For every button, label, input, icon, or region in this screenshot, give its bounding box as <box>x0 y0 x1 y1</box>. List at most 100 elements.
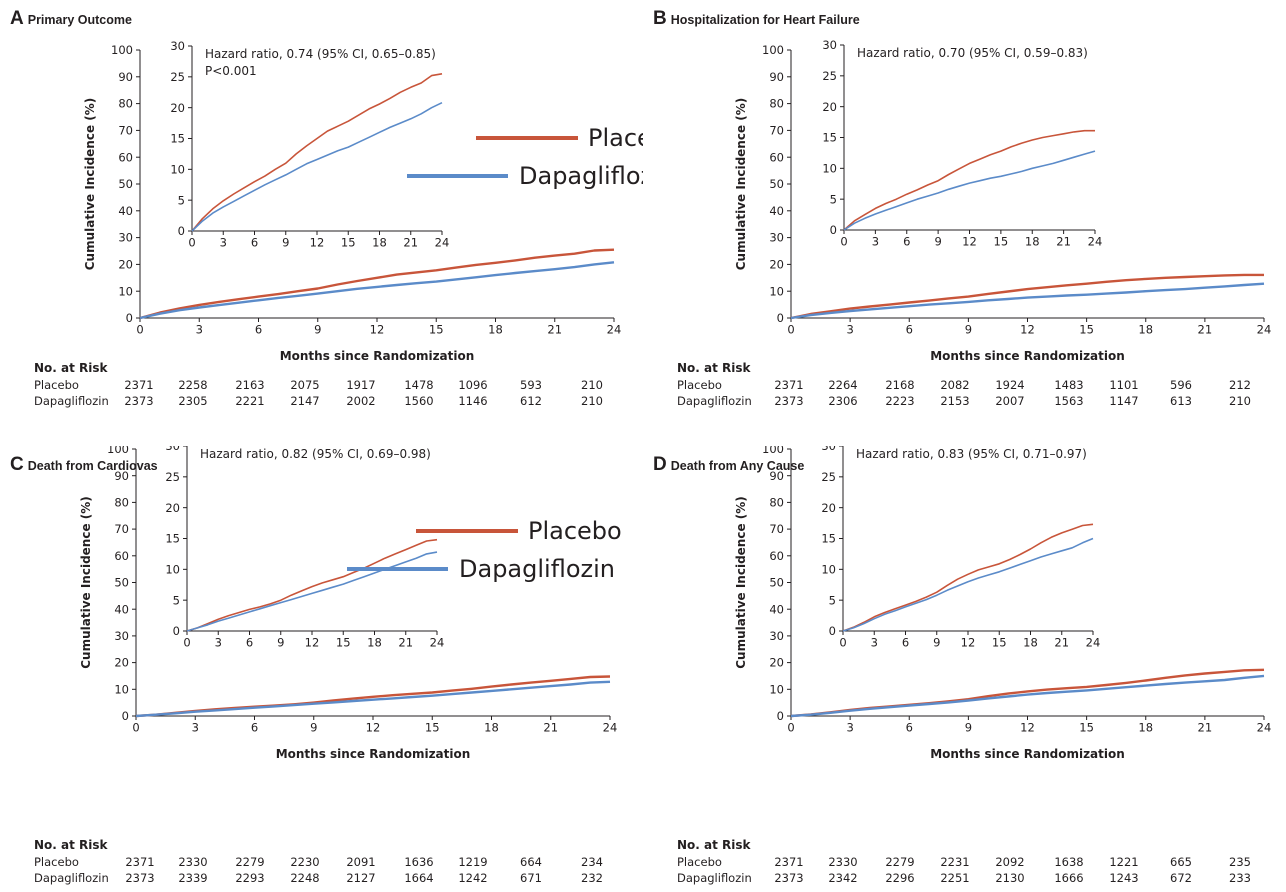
risk-title: No. at Risk <box>34 361 109 375</box>
risk-row-label: Placebo <box>34 855 79 869</box>
risk-cell: 2163 <box>235 378 264 392</box>
main-dapagliflozin-curve <box>790 674 1265 718</box>
risk-cell: 2371 <box>774 855 803 869</box>
risk-row-label: Dapagliflozin <box>677 871 752 885</box>
risk-cell: 210 <box>581 394 603 408</box>
risk-cell: 2147 <box>290 394 319 408</box>
risk-cell: 1917 <box>346 378 375 392</box>
risk-cell: 2330 <box>178 855 207 869</box>
main-x-tick-label: 0 <box>787 323 794 337</box>
main-x-tick-label: 18 <box>484 721 499 735</box>
inset-y-tick-label: 10 <box>822 161 837 175</box>
main-y-tick-label: 60 <box>118 150 133 164</box>
main-x-tick-label: 9 <box>965 721 972 735</box>
main-x-tick-label: 18 <box>1138 721 1153 735</box>
risk-cell: 2373 <box>774 394 803 408</box>
legend-label-placebo: Placebo <box>528 517 622 545</box>
inset-annotation: P<0.001 <box>205 64 257 78</box>
inset-y-tick-label: 0 <box>830 223 837 237</box>
legend-label-placebo: Placebo <box>588 124 643 152</box>
inset-placebo-curve <box>186 538 438 632</box>
main-x-tick-label: 24 <box>1257 323 1272 337</box>
risk-cell: 2075 <box>290 378 319 392</box>
risk-cell: 232 <box>581 871 603 885</box>
main-x-tick-label: 9 <box>310 721 317 735</box>
main-y-tick-label: 70 <box>114 522 129 536</box>
panel-c: C Death from Cardiovascular Causes 0 10 20 30… <box>0 446 643 892</box>
risk-cell: 1666 <box>1054 871 1083 885</box>
risk-cell: 1242 <box>458 871 487 885</box>
risk-cell: 2264 <box>828 378 857 392</box>
inset-x-tick-label: 18 <box>372 236 387 250</box>
y-axis-label: Cumulative Incidence (%) <box>83 98 97 271</box>
main-y-tick-label: 60 <box>114 549 129 563</box>
main-x-tick-label: 12 <box>1020 721 1035 735</box>
main-x-tick-label: 15 <box>429 323 444 337</box>
inset-background <box>162 42 452 255</box>
risk-cell: 2251 <box>940 871 969 885</box>
main-placebo-curve <box>139 248 615 320</box>
x-axis-label: Months since Randomization <box>930 349 1125 363</box>
risk-row-label: Dapagliflozin <box>677 394 752 408</box>
inset-y-tick-label: 10 <box>821 562 836 576</box>
inset-dapagliflozin-curve <box>843 150 1096 231</box>
inset-x-tick-label: 18 <box>1025 235 1040 249</box>
panel-heading: D Death from Any Cause <box>653 454 804 475</box>
risk-cell: 234 <box>581 855 603 869</box>
inset-x-tick-label: 21 <box>403 236 418 250</box>
panel-d: D Death from Any Cause 0 10 20 30 40 50 60 70 80 90… <box>643 446 1286 892</box>
risk-title: No. at Risk <box>677 361 752 375</box>
risk-cell: 596 <box>1170 378 1192 392</box>
risk-cell: 2230 <box>290 855 319 869</box>
main-y-tick-label: 100 <box>107 446 129 456</box>
legend-label-dapagliflozin: Dapagliflozin <box>519 162 643 190</box>
inset-y-tick-label: 5 <box>173 593 180 607</box>
risk-cell: 593 <box>520 378 542 392</box>
legend: Placebo Dapagliflozin <box>347 517 622 583</box>
main-y-tick-label: 90 <box>118 70 133 84</box>
inset-x-tick-label: 9 <box>934 235 941 249</box>
inset-x-tick-label: 3 <box>215 636 222 650</box>
panel-heading: B Hospitalization for Heart Failure <box>653 8 860 29</box>
inset-x-tick-label: 21 <box>1056 235 1071 249</box>
main-x-tick-label: 9 <box>314 323 321 337</box>
inset-x-tick-label: 12 <box>961 636 976 650</box>
inset-annotation: Hazard ratio, 0.70 (95% CI, 0.59–0.83) <box>857 46 1088 60</box>
panel-letter: D <box>653 454 667 475</box>
inset-y-tick-label: 0 <box>829 624 836 638</box>
inset-x-tick-label: 12 <box>962 235 977 249</box>
risk-cell: 2293 <box>235 871 264 885</box>
risk-cell: 2306 <box>828 394 857 408</box>
risk-cell: 672 <box>1170 871 1192 885</box>
risk-row-label: Dapagliflozin <box>34 871 109 885</box>
inset-x-tick-label: 0 <box>840 235 847 249</box>
risk-cell: 1101 <box>1109 378 1138 392</box>
main-y-tick-label: 80 <box>114 496 129 510</box>
inset-x-tick-label: 24 <box>1086 636 1101 650</box>
inset-y-tick-label: 15 <box>165 532 180 546</box>
risk-cell: 212 <box>1229 378 1251 392</box>
legend: Placebo Dapagliflozin <box>407 124 643 190</box>
main-x-tick-label: 21 <box>547 323 562 337</box>
main-x-tick-label: 12 <box>370 323 385 337</box>
inset-placebo-curve <box>843 129 1095 231</box>
inset-y-tick-label: 30 <box>165 446 180 453</box>
y-axis-label: Cumulative Incidence (%) <box>79 496 93 669</box>
risk-cell: 2371 <box>124 378 153 392</box>
inset-y-tick-label: 15 <box>822 131 837 145</box>
risk-cell: 1924 <box>995 378 1024 392</box>
main-y-tick-label: 0 <box>777 311 784 325</box>
inset-x-tick-label: 12 <box>310 236 325 250</box>
inset-plot: 0 5 10 15 20 25 30 0 3 6 9 12 15 18 21 24 Hazard ratio, … <box>813 446 1103 655</box>
risk-cell: 2371 <box>774 378 803 392</box>
inset-dapagliflozin-curve <box>191 101 443 232</box>
main-y-tick-label: 70 <box>769 124 784 138</box>
main-y-tick-label: 90 <box>114 469 129 483</box>
inset-plot: 0 5 10 15 20 25 30 0 3 6 9 12 15 18 21 24 Hazard ratio, … <box>814 38 1105 254</box>
main-x-tick-label: 6 <box>255 323 262 337</box>
risk-cell: 2127 <box>346 871 375 885</box>
main-x-tick-label: 24 <box>603 721 618 735</box>
main-y-tick-label: 70 <box>769 522 784 536</box>
main-y-tick-label: 50 <box>769 177 784 191</box>
